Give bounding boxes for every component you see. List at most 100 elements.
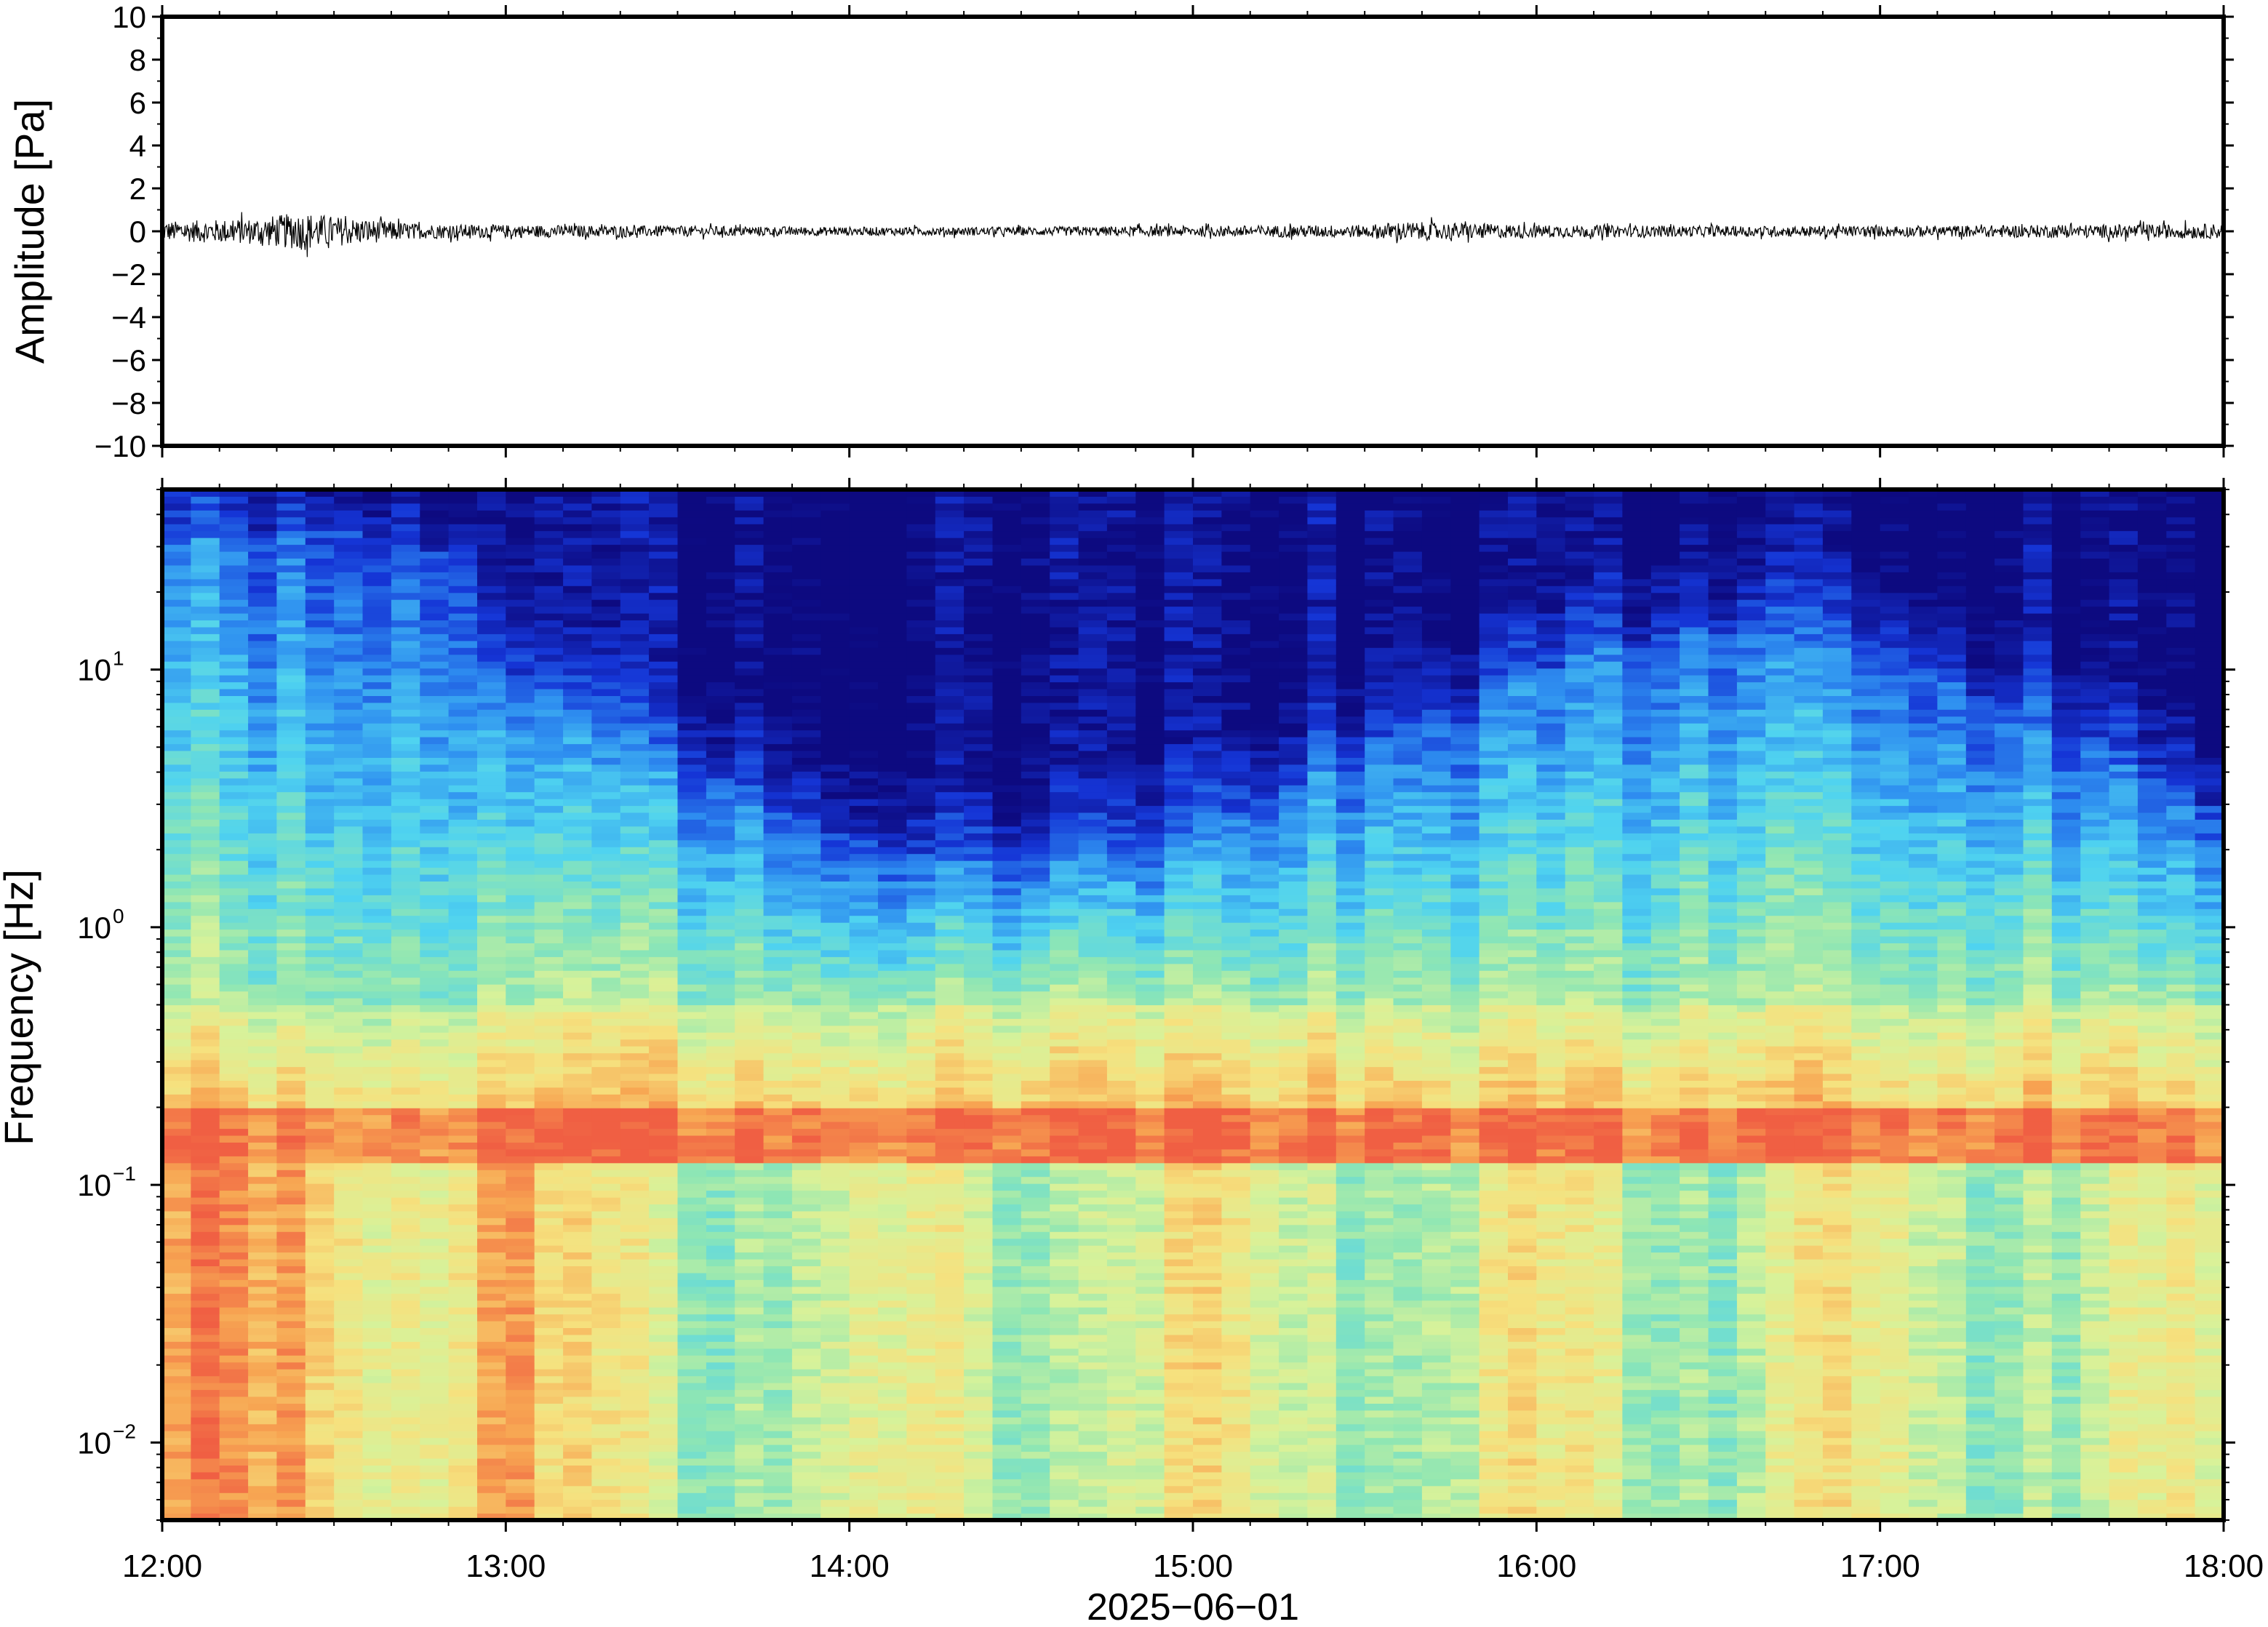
spectrogram-cell [1079,799,1108,806]
spectrogram-cell [248,510,277,517]
spectrogram-cell [649,510,678,517]
spectrogram-cell [306,744,335,751]
spectrogram-cell [964,1355,993,1362]
spectrogram-cell [449,633,478,641]
spectrogram-cell [535,956,564,964]
spectrogram-cell [820,1245,850,1252]
spectrogram-cell [162,1403,191,1410]
spectrogram-cell [792,860,821,868]
spectrogram-cell [191,545,220,552]
spectrogram-cell [306,1183,335,1191]
spectrogram-cell [220,964,249,971]
spectrogram-cell [391,908,420,916]
spectrogram-cell [334,860,363,868]
spectrogram-cell [248,1348,277,1356]
spectrogram-cell [420,641,449,648]
spectrogram-cell [276,647,306,655]
spectrogram-cell [449,1177,478,1184]
spectrogram-cell [878,537,907,545]
spectrogram-cell [334,833,363,840]
spectrogram-cell [276,730,306,737]
spectrogram-cell [935,1396,965,1404]
spectrogram-cell [706,1506,735,1514]
spectrogram-cell [906,1403,935,1410]
spectrogram-cell [449,545,478,552]
spectrogram-cell [506,496,535,503]
spectrogram-cell [191,1108,220,1115]
spectrogram-cell [477,510,506,517]
spectrogram-cell [706,559,735,566]
spectrogram-cell [391,1472,420,1479]
spectrogram-cell [449,840,478,847]
spectrogram-cell [1079,991,1108,999]
spectrogram-cell [993,847,1022,854]
spectrogram-cell [391,1300,420,1308]
spectrogram-cell [449,1458,478,1466]
spectrogram-cell [792,1183,821,1191]
spectrogram-cell [220,1231,249,1239]
spectrogram-cell [1021,1149,1050,1156]
spectrogram-cell [363,1479,392,1486]
spectrogram-cell [678,1390,707,1397]
spectrogram-cell [764,1142,793,1149]
spectrogram-cell [620,1039,650,1047]
spectrogram-cell [1050,764,1079,772]
spectrogram-cell [306,1492,335,1500]
spectrogram-cell [792,764,821,772]
spectrogram-cell [363,668,392,676]
spectrogram-cell [735,847,764,854]
spectrogram-cell [850,1074,879,1081]
spectrogram-cell [993,1328,1022,1335]
spectrogram-cell [1050,1218,1079,1225]
spectrogram-cell [306,1452,335,1459]
spectrogram-cell [563,1245,592,1252]
spectrogram-cell [1050,778,1079,785]
spectrogram-cell [334,936,363,943]
spectrogram-cell [506,936,535,943]
spectrogram-cell [935,854,965,861]
spectrogram-cell [276,613,306,620]
spectrogram-cell [820,964,850,971]
spectrogram-cell [706,1018,735,1026]
spectrogram-cell [477,1080,506,1087]
spectrogram-cell [276,1452,306,1459]
spectrogram-cell [620,930,650,937]
spectrogram-cell [820,1060,850,1067]
spectrogram-cell [506,1012,535,1019]
spectrogram-cell [1021,1046,1050,1053]
spectrogram-cell [1021,1438,1050,1445]
spectrogram-cell [620,744,650,751]
spectrogram-cell [878,1012,907,1019]
spectrogram-cell [248,1492,277,1500]
spectrogram-cell [906,799,935,806]
spectrogram-cell [935,1067,965,1074]
spectrogram-cell [248,833,277,840]
spectrogram-cell [735,868,764,875]
spectrogram-cell [906,1129,935,1136]
spectrogram-cell [477,503,506,511]
spectrogram-cell [477,1018,506,1026]
spectrogram-cell [620,916,650,923]
spectrogram-cell [248,613,277,620]
spectrogram-cell [506,757,535,764]
spectrogram-cell [162,1053,191,1060]
spectrogram-cell [850,943,879,951]
spectrogram-cell [792,1039,821,1047]
spectrogram-cell [220,1060,249,1067]
spectrogram-cell [1021,695,1050,703]
spectrogram-cell [878,1067,907,1074]
spectrogram-cell [162,860,191,868]
spectrogram-cell [906,778,935,785]
spectrogram-cell [878,1486,907,1493]
spectrogram-cell [306,1396,335,1404]
spectrogram-cell [535,792,564,799]
spectrogram-cell [792,785,821,792]
spectrogram-cell [792,1355,821,1362]
spectrogram-cell [649,1390,678,1397]
spectrogram-cell [1050,978,1079,985]
spectrogram-cell [706,1355,735,1362]
spectrogram-cell [820,655,850,662]
spectrogram-cell [764,964,793,971]
spectrogram-cell [391,531,420,538]
spectrogram-cell [334,1163,363,1170]
